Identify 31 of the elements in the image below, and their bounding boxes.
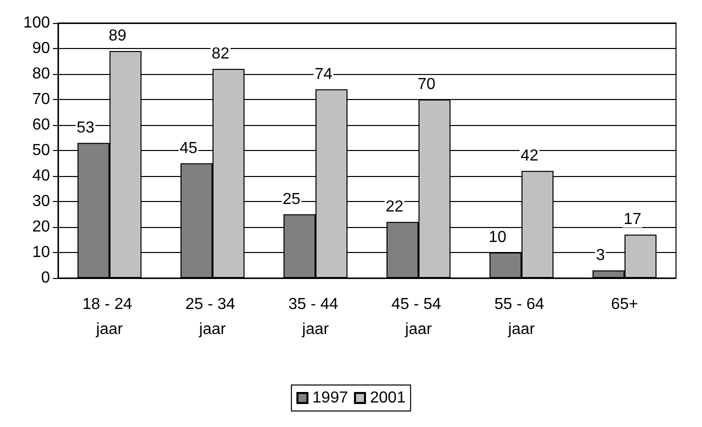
- legend-label: 1997: [312, 390, 348, 406]
- x-tick-label: 45 - 54 jaar: [391, 296, 446, 338]
- data-label: 22: [386, 198, 404, 216]
- x-tick-label: 25 - 34 jaar: [185, 296, 240, 338]
- y-tick-label: 100: [23, 14, 50, 32]
- data-label: 74: [314, 66, 332, 83]
- data-label: 10: [488, 229, 506, 246]
- x-tick-label: 35 - 44 jaar: [288, 296, 343, 338]
- y-tick-label: 20: [32, 218, 50, 236]
- data-label: 45: [180, 140, 198, 157]
- x-tick-label: 55 - 64 jaar: [494, 296, 549, 338]
- y-tick-label: 70: [32, 91, 50, 108]
- data-label: 89: [108, 28, 126, 45]
- data-label: 82: [212, 45, 230, 62]
- data-label: 17: [624, 211, 642, 228]
- legend-label: 2001: [370, 390, 406, 406]
- y-tick-label: 90: [32, 40, 50, 57]
- data-label: 70: [418, 76, 436, 93]
- x-tick-label: 18 - 24 jaar: [82, 296, 137, 338]
- x-tick-label: 65+: [610, 296, 638, 313]
- y-tick-label: 30: [32, 193, 50, 210]
- y-tick-label: 40: [32, 168, 50, 184]
- data-label: 3: [596, 246, 606, 264]
- data-label: 42: [520, 147, 538, 164]
- y-tick-label: 60: [32, 116, 50, 134]
- data-label: 25: [282, 190, 300, 208]
- y-tick-label: 0: [41, 270, 50, 286]
- data-label: 53: [76, 119, 94, 136]
- y-tick-label: 10: [32, 244, 50, 261]
- y-tick-label: 80: [32, 66, 50, 82]
- y-tick-label: 50: [32, 142, 50, 159]
